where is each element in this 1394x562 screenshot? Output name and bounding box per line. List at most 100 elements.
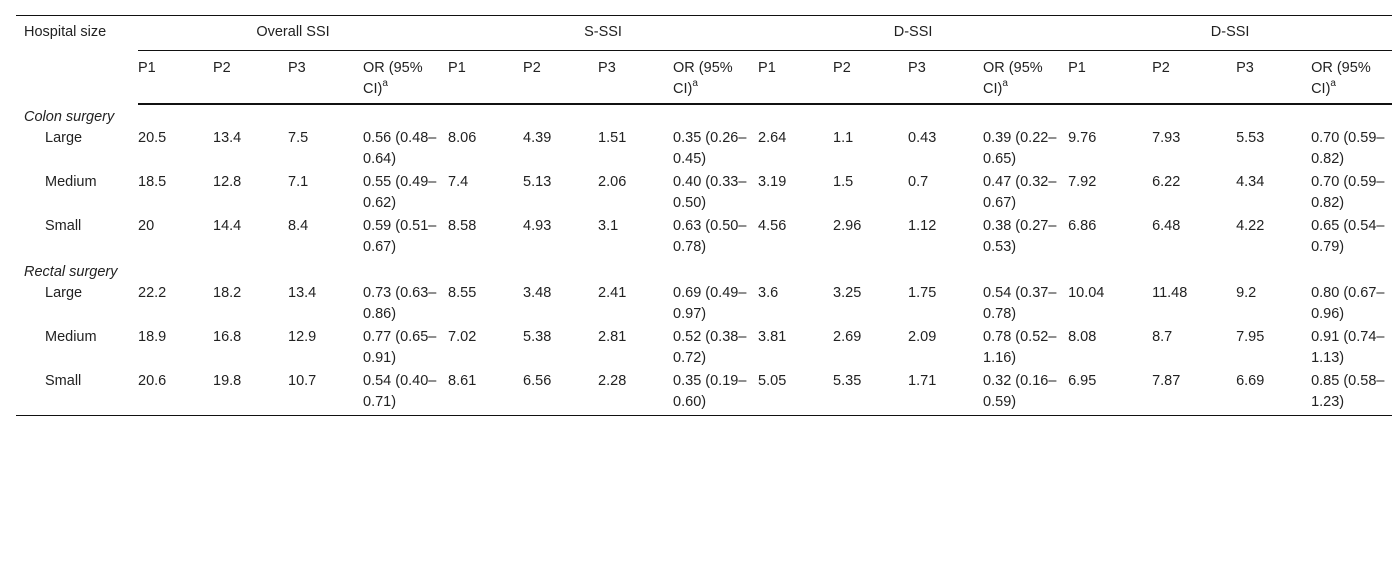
subheader-p1: P1 xyxy=(758,50,834,105)
table-cell: 2.64 xyxy=(758,130,787,146)
table-cell: 6.69 xyxy=(1236,373,1265,389)
table-cell: 8.06 xyxy=(448,130,477,146)
table-cell: 4.93 xyxy=(523,218,552,234)
group-header-overall-ssi: Overall SSI xyxy=(138,15,449,51)
table-cell: 3.81 xyxy=(758,329,787,345)
table-row: Small 20.6 19.8 10.7 0.54 (0.40–0.71) 8.61 6.5… xyxy=(16,371,1392,416)
table-cell: 0.55 (0.49–0.62) xyxy=(363,174,437,211)
table-cell: 16.8 xyxy=(213,329,242,345)
subheader-p1: P1 xyxy=(1068,50,1153,105)
table-cell: 0.59 (0.51–0.67) xyxy=(363,218,437,255)
row-label: Medium xyxy=(45,174,97,190)
table-cell: 7.4 xyxy=(448,174,469,190)
subheader-or-ci: OR (95% CI)a xyxy=(363,50,449,105)
table-cell: 10.04 xyxy=(1068,285,1105,301)
table-row: Medium 18.9 16.8 12.9 0.77 (0.65–0.91) 7.02 5.… xyxy=(16,327,1392,371)
table-cell: 0.91 (0.74–1.13) xyxy=(1311,329,1385,366)
header-subcolumn-row: P1 P2 P3 OR (95% CI)a P1 P2 P3 OR (95% CI)a P1 P2… xyxy=(16,50,1393,105)
row-label: Large xyxy=(45,130,83,146)
table-cell: 1.1 xyxy=(833,130,854,146)
table-cell: 5.38 xyxy=(523,329,552,345)
table-cell: 0.32 (0.16–0.59) xyxy=(983,373,1057,410)
header-group-row: Hospital size Overall SSI S-SSI D-SSI D-… xyxy=(16,15,1393,51)
table-cell: 0.78 (0.52–1.16) xyxy=(983,329,1057,366)
table-cell: 18.9 xyxy=(138,329,167,345)
table-cell: 4.39 xyxy=(523,130,552,146)
table-cell: 22.2 xyxy=(138,285,167,301)
row-label: Small xyxy=(45,373,82,389)
subheader-or-ci: OR (95% CI)a xyxy=(983,50,1069,105)
section-title: Rectal surgery xyxy=(24,264,118,280)
table-cell: 0.80 (0.67–0.96) xyxy=(1311,285,1385,322)
or-ci-label: OR (95% CI) xyxy=(983,60,1043,97)
table-cell: 0.43 xyxy=(908,130,937,146)
footnote-marker: a xyxy=(1002,78,1008,90)
table-cell: 8.61 xyxy=(448,373,477,389)
subheader-p2: P2 xyxy=(833,50,909,105)
table-cell: 2.69 xyxy=(833,329,862,345)
table-cell: 3.1 xyxy=(598,218,619,234)
footnote-marker: a xyxy=(382,78,388,90)
table-cell: 2.96 xyxy=(833,218,862,234)
row-label: Large xyxy=(45,285,83,301)
table-cell: 12.9 xyxy=(288,329,317,345)
or-ci-label: OR (95% CI) xyxy=(363,60,423,97)
table-cell: 0.54 (0.40–0.71) xyxy=(363,373,437,410)
table-cell: 10.7 xyxy=(288,373,317,389)
table-cell: 9.2 xyxy=(1236,285,1257,301)
table-cell: 20.6 xyxy=(138,373,167,389)
subheader-p2: P2 xyxy=(213,50,288,105)
section-row: Colon surgery xyxy=(16,104,1392,128)
table-cell: 5.13 xyxy=(523,174,552,190)
table-cell: 8.4 xyxy=(288,218,309,234)
table-cell: 3.48 xyxy=(523,285,552,301)
table-cell: 6.86 xyxy=(1068,218,1097,234)
table-cell: 0.69 (0.49–0.97) xyxy=(673,285,747,322)
table-cell: 14.4 xyxy=(213,218,242,234)
table-cell: 2.06 xyxy=(598,174,627,190)
section-title: Colon surgery xyxy=(24,109,115,125)
table-cell: 12.8 xyxy=(213,174,242,190)
subheader-p2: P2 xyxy=(1152,50,1237,105)
table-cell: 0.40 (0.33–0.50) xyxy=(673,174,747,211)
footnote-marker: a xyxy=(692,78,698,90)
table-cell: 0.38 (0.27–0.53) xyxy=(983,218,1057,255)
row-label: Small xyxy=(45,218,82,234)
table-cell: 1.71 xyxy=(908,373,937,389)
table-cell: 0.63 (0.50–0.78) xyxy=(673,218,747,255)
table-cell: 6.48 xyxy=(1152,218,1181,234)
table-cell: 5.05 xyxy=(758,373,787,389)
table-cell: 0.52 (0.38–0.72) xyxy=(673,329,747,366)
table-cell: 0.77 (0.65–0.91) xyxy=(363,329,437,366)
table-cell: 6.56 xyxy=(523,373,552,389)
table-cell: 0.35 (0.26–0.45) xyxy=(673,130,747,167)
table-cell: 7.95 xyxy=(1236,329,1265,345)
table-cell: 8.58 xyxy=(448,218,477,234)
table-row: Medium 18.5 12.8 7.1 0.55 (0.49–0.62) 7.4 5.13… xyxy=(16,172,1392,216)
table-cell: 13.4 xyxy=(213,130,242,146)
table-row: Small 20 14.4 8.4 0.59 (0.51–0.67) 8.58 4.93 3.… xyxy=(16,216,1392,260)
table-cell: 6.95 xyxy=(1068,373,1097,389)
table-cell: 0.56 (0.48–0.64) xyxy=(363,130,437,167)
table-cell: 1.75 xyxy=(908,285,937,301)
table-cell: 4.56 xyxy=(758,218,787,234)
table-cell: 7.1 xyxy=(288,174,309,190)
table-cell: 4.22 xyxy=(1236,218,1265,234)
or-ci-label: OR (95% CI) xyxy=(673,60,733,97)
group-header-s-ssi: S-SSI xyxy=(448,15,759,51)
table-cell: 0.47 (0.32–0.67) xyxy=(983,174,1057,211)
table-cell: 8.55 xyxy=(448,285,477,301)
table-cell: 2.09 xyxy=(908,329,937,345)
table-cell: 18.2 xyxy=(213,285,242,301)
row-header-hospital-size: Hospital size xyxy=(24,24,107,40)
table-cell: 2.81 xyxy=(598,329,627,345)
table-cell: 19.8 xyxy=(213,373,242,389)
subheader-p3: P3 xyxy=(598,50,674,105)
table-cell: 0.39 (0.22–0.65) xyxy=(983,130,1057,167)
table-cell: 0.54 (0.37–0.78) xyxy=(983,285,1057,322)
subheader-p2: P2 xyxy=(523,50,599,105)
table-cell: 11.48 xyxy=(1152,285,1188,301)
results-table: Hospital size Overall SSI S-SSI D-SSI D-… xyxy=(16,15,1393,416)
table-cell: 2.41 xyxy=(598,285,627,301)
subheader-or-ci: OR (95% CI)a xyxy=(1311,50,1393,105)
